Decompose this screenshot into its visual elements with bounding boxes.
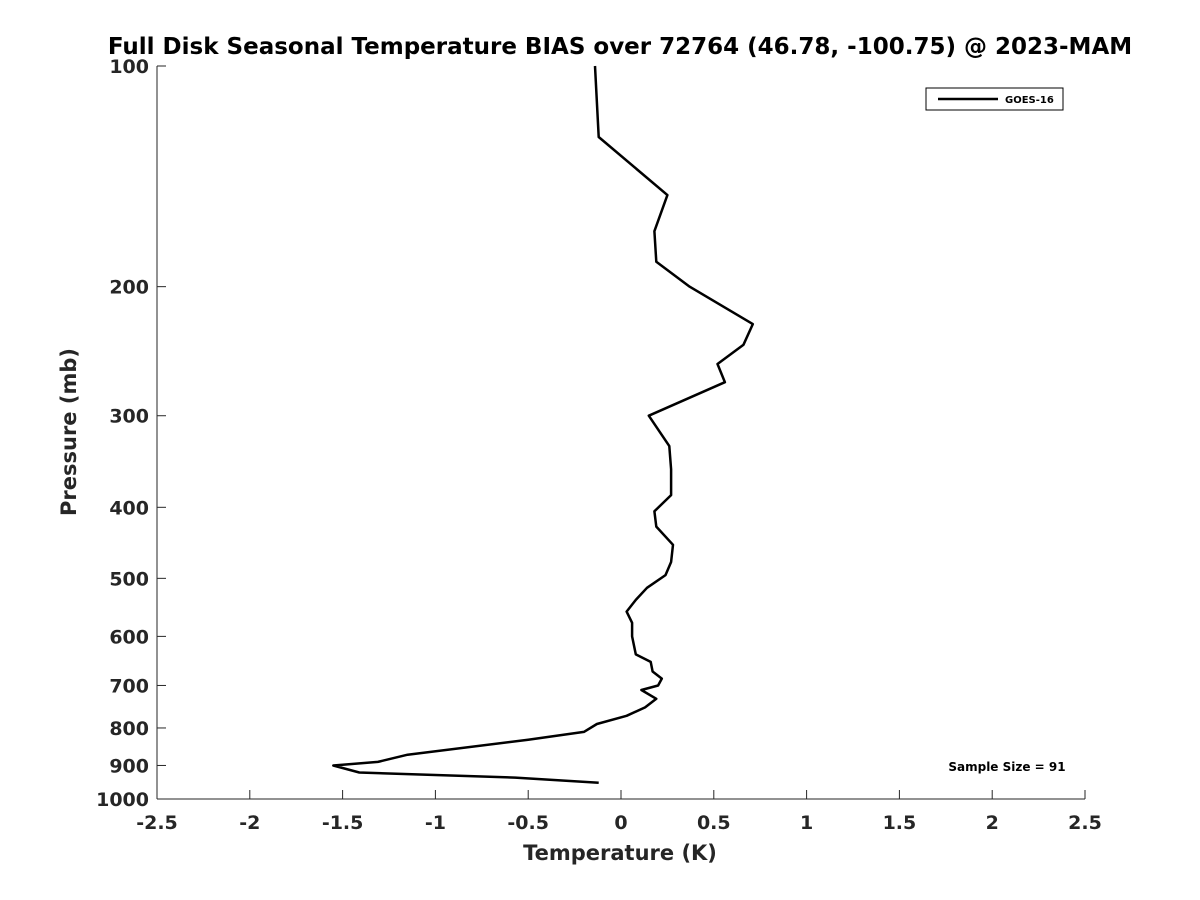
x-tick-label: -1.5	[322, 812, 364, 834]
x-tick-label: 2	[986, 812, 999, 834]
x-axis-ticks: -2.5 -2 -1.5 -1 -0.5 0 0.5 1 1.5 2 2.5	[136, 790, 1102, 834]
y-tick-label: 600	[109, 626, 149, 648]
y-tick-label: 400	[109, 497, 149, 519]
x-tick-label: 1	[800, 812, 813, 834]
x-tick-label: -2	[239, 812, 260, 834]
sample-size-annotation: Sample Size = 91	[948, 760, 1065, 774]
y-axis-ticks: 100 200 300 400 500 600 700 800 900 1000	[96, 56, 166, 811]
series-line-goes-16	[332, 65, 755, 784]
x-tick-label: 0.5	[697, 812, 731, 834]
x-tick-label: -0.5	[507, 812, 549, 834]
y-axis-label: Pressure (mb)	[57, 348, 81, 516]
x-tick-label: 2.5	[1068, 812, 1102, 834]
y-tick-label: 500	[109, 568, 149, 590]
y-tick-label: 200	[109, 277, 149, 299]
chart-title: Full Disk Seasonal Temperature BIAS over…	[108, 34, 1132, 60]
legend: GOES-16	[925, 87, 1064, 111]
x-axis-label: Temperature (K)	[523, 841, 717, 865]
x-tick-label: 1.5	[883, 812, 917, 834]
x-tick-label: 0	[614, 812, 627, 834]
y-tick-label: 900	[109, 755, 149, 777]
y-tick-label: 1000	[96, 789, 149, 811]
legend-label-goes-16: GOES-16	[1005, 95, 1054, 106]
x-tick-label: -1	[425, 812, 446, 834]
y-tick-label: 300	[109, 406, 149, 428]
series-layer	[332, 65, 755, 784]
x-tick-label: -2.5	[136, 812, 178, 834]
y-tick-label: 100	[109, 56, 149, 78]
y-tick-label: 800	[109, 718, 149, 740]
y-tick-label: 700	[109, 675, 149, 697]
